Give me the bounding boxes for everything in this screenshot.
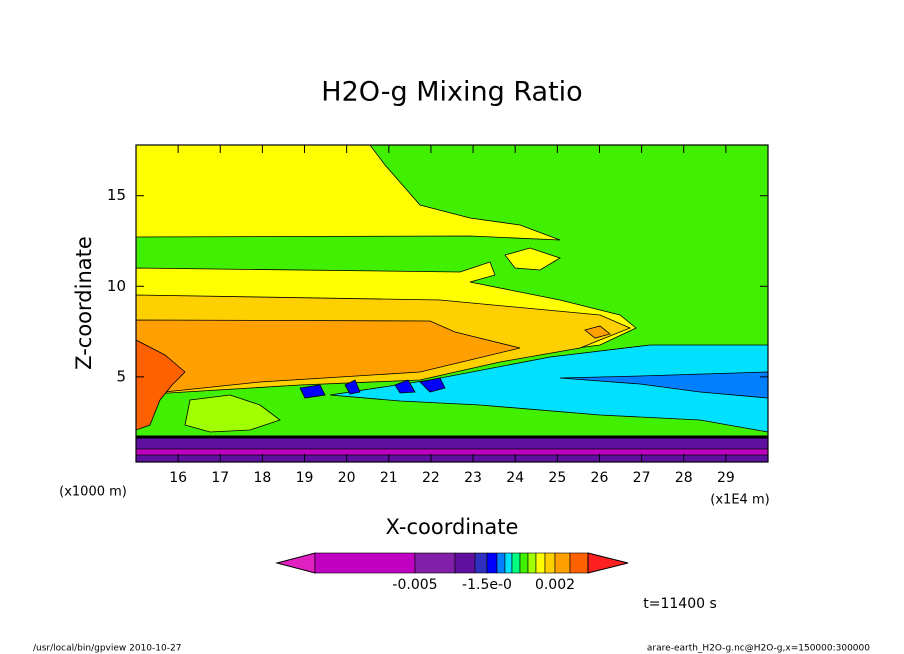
colorbar-segment (414, 552, 456, 574)
colorbar-segment (519, 552, 529, 574)
contour-field (136, 145, 768, 462)
chart-title: H2O-g Mixing Ratio (321, 77, 582, 108)
colorbar-segment (454, 552, 476, 574)
colorbar-label: 0.002 (535, 577, 575, 593)
footer-left: /usr/local/bin/gpview 2010-10-27 (33, 644, 181, 654)
x-tick-label: 19 (296, 470, 314, 486)
colorbar-segment (554, 552, 571, 574)
y-tick-label: 15 (107, 186, 126, 204)
x-tick-label: 20 (338, 470, 356, 486)
x-tick-label: 26 (591, 470, 609, 486)
contour-region (136, 448, 768, 456)
colorbar-segment (511, 552, 521, 574)
colorbar-segment (544, 552, 556, 574)
colorbar-end (587, 552, 629, 574)
contour-region (504, 247, 561, 271)
contour-region (136, 319, 521, 396)
x-tick-label: 16 (169, 470, 187, 486)
colorbar-segment (569, 552, 589, 574)
x-axis-label: X-coordinate (386, 515, 519, 539)
colorbar-segment (504, 552, 513, 574)
x-tick-label: 27 (633, 470, 651, 486)
y-axis-label: Z-coordinate (72, 236, 96, 370)
x-unit-label: (x1000 m) (59, 485, 127, 500)
colorbar-end (275, 552, 316, 574)
footer-right: arare-earth_H2O-g.nc@H2O-g,x=150000:3000… (647, 644, 870, 654)
y-tick-label: 10 (107, 277, 126, 295)
colorbar-segment (535, 552, 546, 574)
x-tick-label: 24 (506, 470, 524, 486)
x-tick-label: 25 (548, 470, 566, 486)
contour-region (136, 145, 561, 241)
colorbar-segment (474, 552, 488, 574)
colorbar-segment (486, 552, 498, 574)
x-tick-label: 28 (675, 470, 693, 486)
colorbar-segment (314, 552, 416, 574)
colorbar-label: -1.5e-0 (462, 577, 512, 593)
x-tick-label: 21 (380, 470, 398, 486)
contour-region (184, 394, 281, 433)
contour-region (329, 344, 768, 433)
colorbar-segment (527, 552, 537, 574)
x-tick-label: 23 (464, 470, 482, 486)
contour-region (136, 339, 186, 431)
x-tick-label: 29 (717, 470, 735, 486)
colorbar-segment (496, 552, 506, 574)
colorbar: -0.005 -1.5e-0 0.002 (275, 552, 629, 593)
x-tick-label: 22 (422, 470, 440, 486)
plot-frame (135, 144, 769, 463)
contour-region (559, 371, 768, 399)
x-tick-label: 17 (211, 470, 229, 486)
colorbar-label: -0.005 (392, 577, 437, 593)
annotation: t=11400 s (643, 596, 717, 612)
contour-region (584, 325, 611, 339)
x-scale-label: (x1E4 m) (710, 493, 769, 508)
y-tick-label: 5 (116, 367, 126, 385)
contour-region (299, 377, 446, 399)
x-tick-label: 18 (253, 470, 271, 486)
